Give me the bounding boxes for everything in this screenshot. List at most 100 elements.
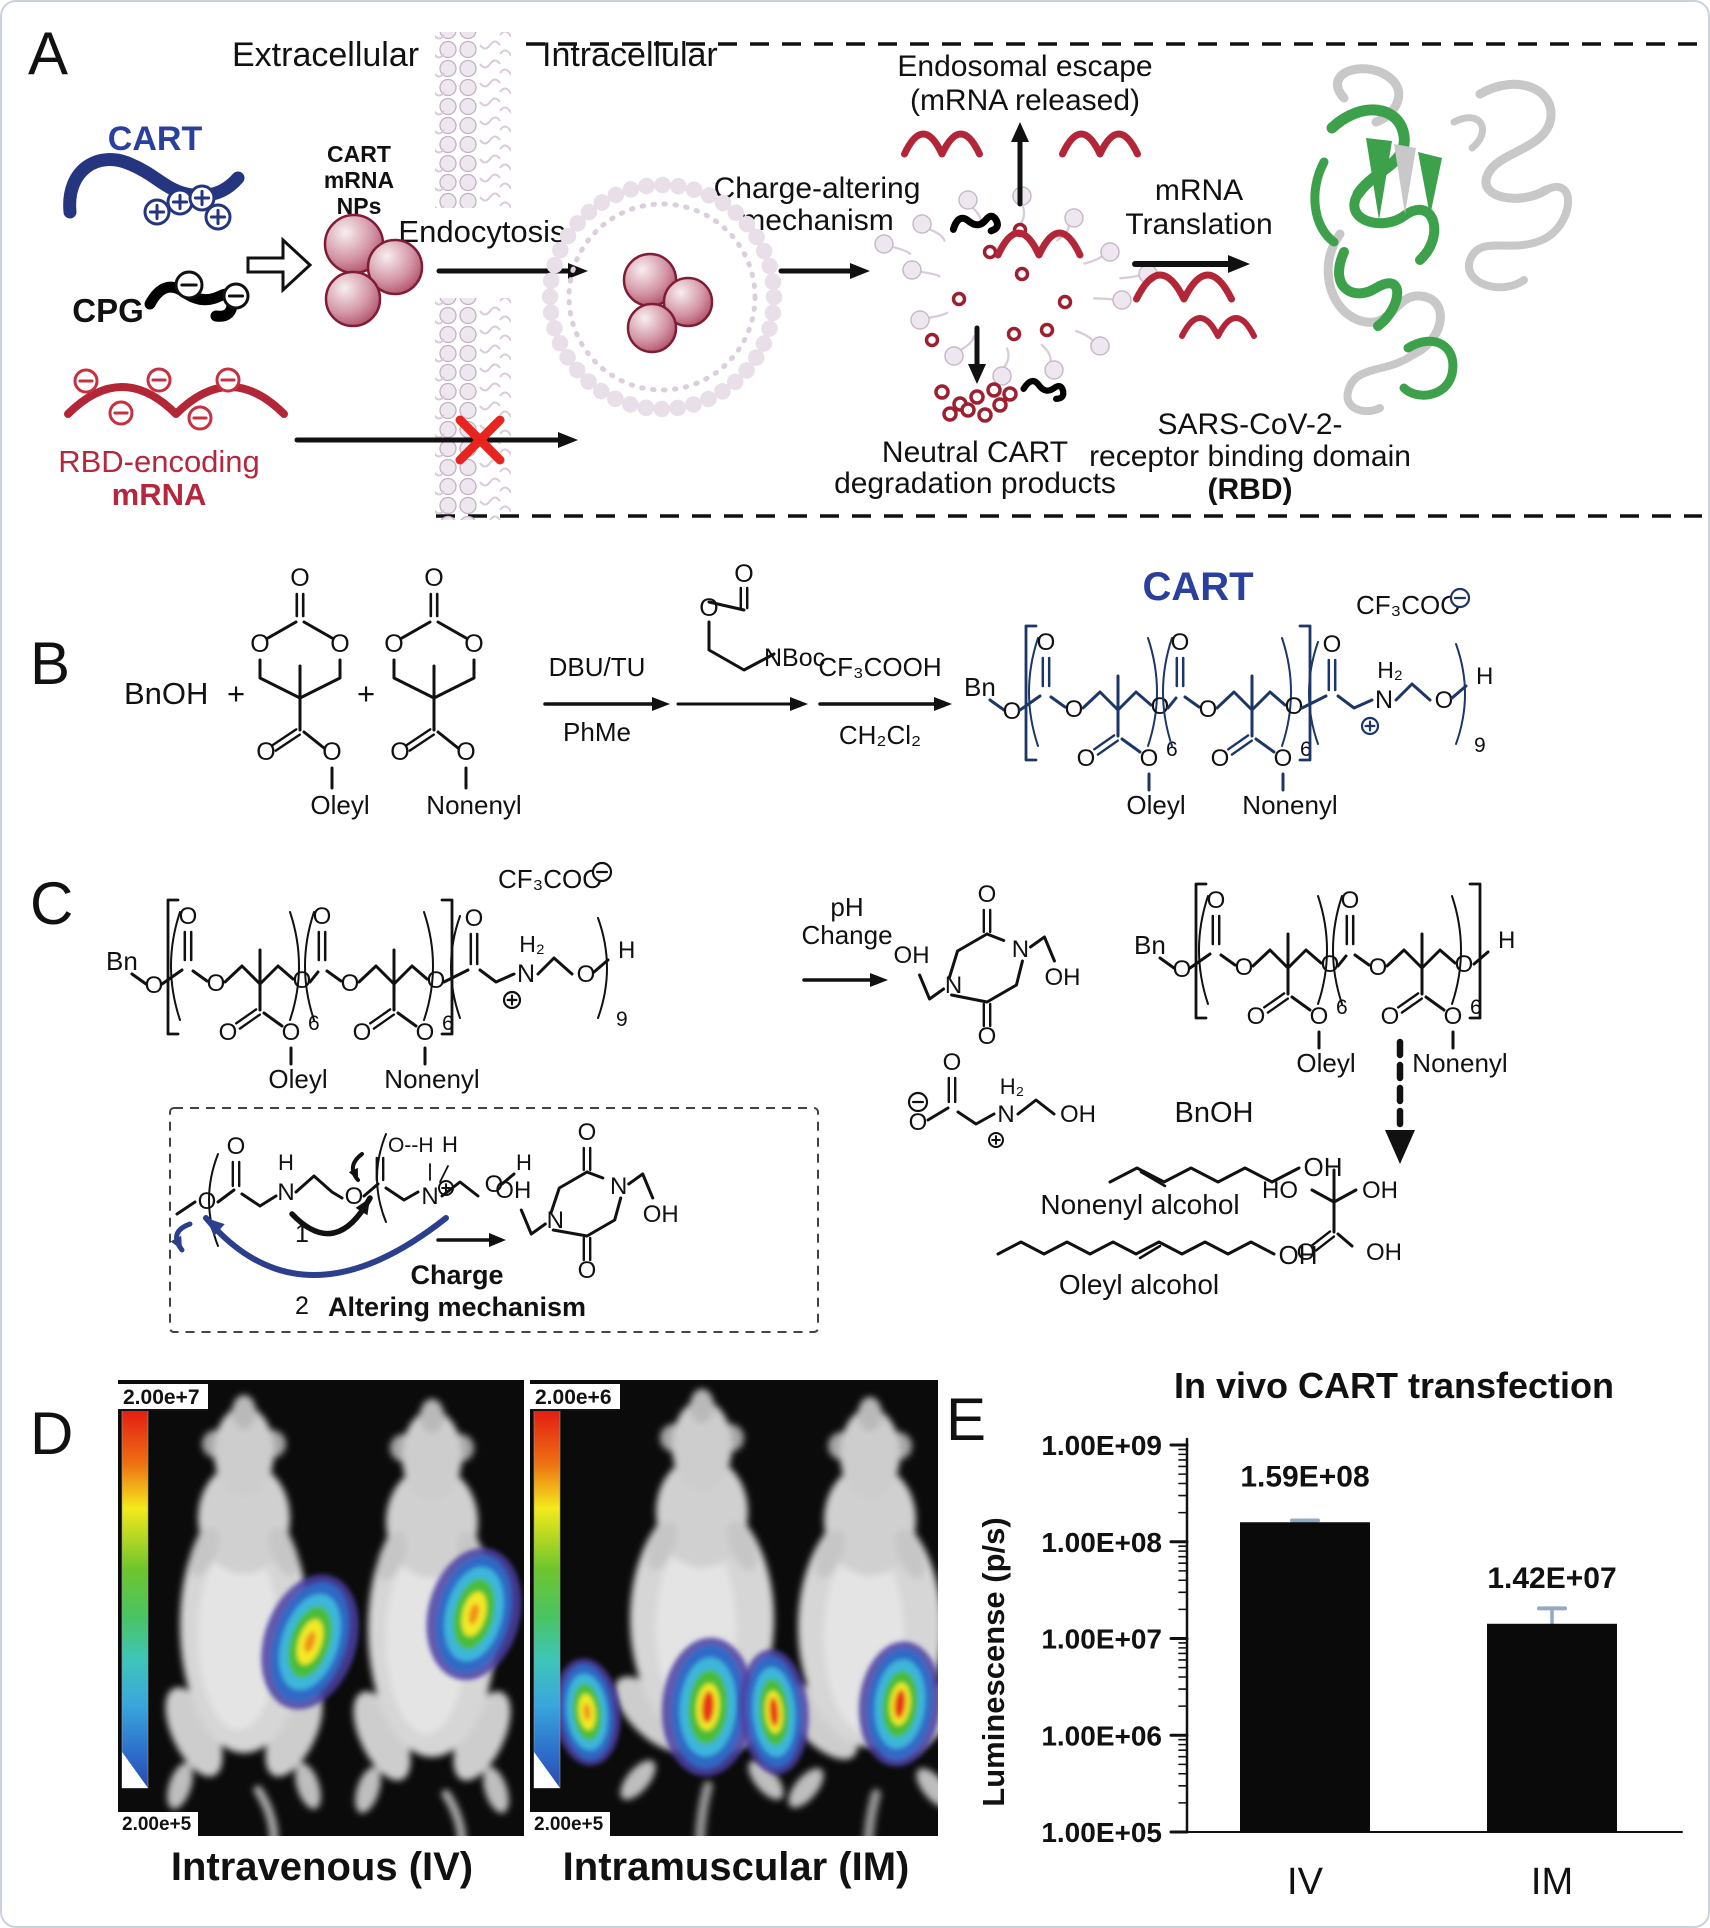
text-label: O (456, 738, 475, 766)
text-label: H₂ (1000, 1074, 1024, 1099)
text-label: O (1037, 629, 1056, 656)
in-vivo-transfection-bar-chart: In vivo CART transfection Luminescense (p… (976, 1365, 1683, 1903)
text-label: 6 (1300, 738, 1312, 761)
im-scale-top-chip (530, 1384, 620, 1410)
endosomal-escape-line1: Endosomal escape (897, 50, 1152, 83)
im-colorbar (533, 1409, 561, 1789)
text-label: OH (1362, 1177, 1398, 1204)
mechanism-dashed-box (169, 1107, 819, 1333)
text-label: OH (1060, 1101, 1096, 1128)
sars-label-line2: receptor binding domain (1089, 440, 1411, 473)
text-label: O (250, 630, 269, 658)
iv-scale-top-chip (118, 1384, 208, 1410)
text-label: O (978, 881, 997, 908)
text-label: 6 (442, 1012, 454, 1035)
im-colorbar-wedge (534, 1752, 560, 1788)
text-label: O (909, 1109, 928, 1136)
text-label: O (145, 972, 164, 999)
text-label: O (293, 967, 312, 994)
text-label: H₂ (1377, 657, 1403, 683)
luminescence-blob (426, 1547, 522, 1681)
assembly-block-arrow-icon (246, 236, 313, 294)
nboc-label: NBoc (764, 644, 825, 672)
im-scale-bottom-chip (530, 1812, 610, 1836)
endocytosis-label: Endocytosis (398, 214, 565, 249)
mouse-silhouette (165, 1395, 323, 1836)
text-label: O (256, 738, 275, 766)
text-label: O (943, 1049, 962, 1076)
nps-label-line1: CART (327, 141, 391, 167)
y-tick-label: 1.00E+09 (1041, 1430, 1162, 1461)
sars-label-line1: SARS-CoV-2- (1157, 408, 1342, 441)
text-label: O (1003, 698, 1022, 725)
text-label: O (198, 1188, 217, 1215)
text-label: O (1235, 954, 1254, 981)
text-label: H (442, 1132, 458, 1157)
text-label: O (464, 630, 483, 658)
text-label: O (1310, 1003, 1329, 1030)
text-label: OH (643, 1201, 679, 1228)
text-label: 6 (1336, 996, 1348, 1019)
im-scale-max: 2.00e+6 (535, 1386, 612, 1409)
iv-scale-min: 2.00e+5 (122, 1814, 192, 1835)
text-label: N (277, 1179, 294, 1206)
text-label: Bn (964, 672, 996, 702)
luminescence-blob (553, 1658, 621, 1766)
text-label: N (610, 1173, 627, 1200)
text-label: O (1065, 696, 1084, 723)
reagent-dbu-tu: DBU/TU (549, 652, 646, 682)
text-label: N (517, 960, 535, 988)
text-label: O (578, 1257, 597, 1284)
text-label: O (978, 1023, 997, 1050)
bar-value-label: 1.59E+08 (1240, 1460, 1369, 1493)
chart-title: In vivo CART transfection (1174, 1365, 1614, 1406)
text-label: O (341, 970, 360, 997)
text-label: O (427, 967, 446, 994)
chart-bar-iv (1240, 1522, 1370, 1832)
charge-mechanism-line1: Charge (410, 1260, 503, 1290)
intracellular-label: Intracellular (542, 36, 718, 74)
text-label: O (219, 1019, 238, 1046)
text-label: Nonenyl (426, 790, 521, 820)
text-label: O (1173, 956, 1192, 983)
neutral-cart-line1: Neutral CART (882, 436, 1068, 469)
text-label: O (207, 970, 226, 997)
y-tick-label: 1.00E+08 (1041, 1527, 1162, 1558)
luminescence-blob (261, 1574, 359, 1710)
cart-polymer-label: CART (108, 120, 203, 158)
text-label: H₂ (519, 931, 545, 957)
cell-membrane-upper (435, 32, 511, 208)
text-label: 9 (1474, 734, 1486, 757)
luminescence-blob (661, 1637, 755, 1777)
text-label: O (416, 1019, 435, 1046)
text-label: 6 (308, 1012, 320, 1035)
text-label: H (1498, 927, 1515, 954)
text-label: Bn (1134, 930, 1166, 960)
text-label: O (577, 961, 596, 988)
text-label: O (1321, 951, 1340, 978)
cpg-label: CPG (72, 292, 144, 329)
text-label: O (1207, 887, 1226, 914)
luminescence-blob (858, 1641, 938, 1767)
nonenyl-alcohol-label: Nonenyl alcohol (1040, 1189, 1239, 1220)
text-label: O (290, 564, 309, 592)
reagent-ch2cl2: CH₂Cl₂ (839, 720, 921, 750)
neutral-cart-line2: degradation products (834, 467, 1116, 500)
text-label: O (1323, 631, 1342, 658)
bnoh-product: BnOH (1175, 1097, 1254, 1129)
panel-d-mouse-imaging: D 2.00e+7 2.00e+5 2.00e+6 2.00e+5 Intrav… (30, 1380, 938, 1889)
panel-c-degradation-scheme: C pH Change BnOH Nonenyl alcohol Oleyl a… (30, 861, 1515, 1333)
cart-structure-title: CART (1142, 565, 1253, 609)
rbd-mrna-label-line1: RBD-encoding (58, 444, 260, 479)
reagent-phme: PhMe (563, 717, 631, 747)
im-mice-photo (553, 1389, 938, 1836)
text-label: Oleyl (1126, 790, 1185, 820)
text-label: O (734, 560, 753, 588)
mrna-translation-line1: mRNA (1155, 174, 1243, 207)
mechanism-step-2: 2 (295, 1292, 309, 1320)
text-label: CF₃COO (498, 864, 602, 894)
endosome-membrane-icon (541, 176, 783, 418)
text-label: O (1297, 1239, 1316, 1266)
